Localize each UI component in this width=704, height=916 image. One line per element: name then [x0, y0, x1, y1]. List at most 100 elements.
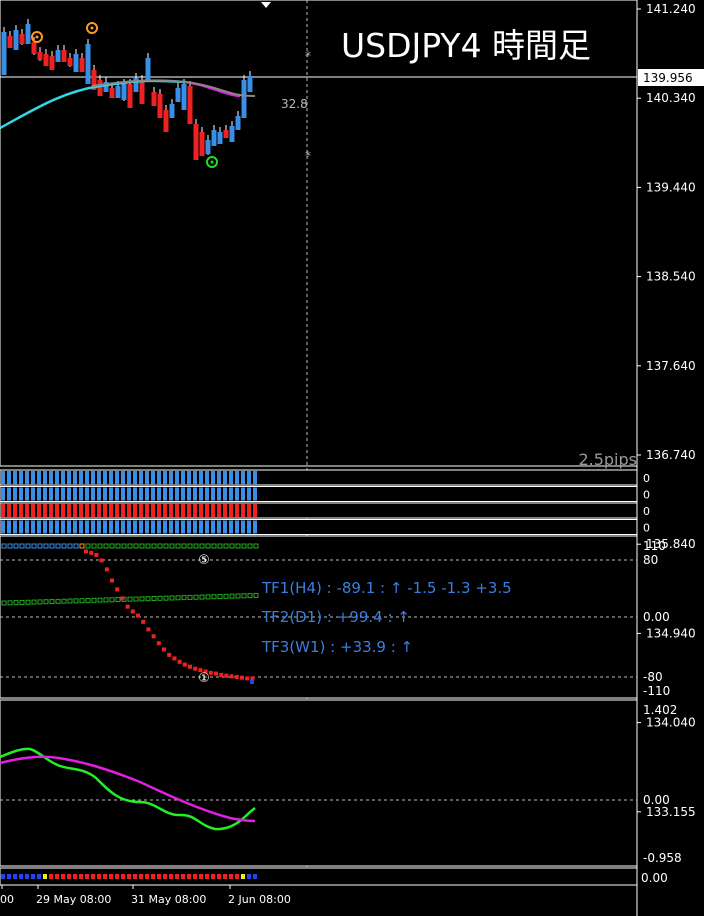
chart-title: USDJPY4 時間足	[341, 26, 591, 65]
strength-row-value: 0	[643, 505, 650, 518]
osc-axis-label: 110	[643, 539, 666, 553]
strength-bar	[19, 471, 23, 484]
strength-bar	[181, 520, 185, 534]
strength-bar	[55, 504, 59, 517]
candle-body	[43, 54, 49, 66]
strip-block	[37, 874, 41, 879]
osc-upper-marker	[61, 543, 67, 549]
strength-bar	[7, 520, 11, 534]
strength-bar	[61, 504, 65, 517]
osc-axis-label: -80	[643, 670, 663, 684]
strength-bar	[103, 504, 107, 517]
osc-red-dot	[89, 550, 94, 555]
osc-upper-marker	[217, 543, 223, 549]
strength-bar	[235, 504, 239, 517]
tf2-readout: TF2(D1) : +99.4 : ↑	[261, 608, 410, 626]
strength-bar	[145, 504, 149, 517]
price-tick-label: 140.340	[646, 91, 696, 105]
strength-row-value: 0	[643, 522, 650, 535]
strength-bar	[37, 520, 41, 534]
time-axis-label: 29 May 08:00	[36, 893, 111, 906]
macd-green-line	[0, 747, 256, 831]
price-panel[interactable]	[0, 0, 638, 467]
strip-block	[133, 874, 137, 879]
strip-block	[31, 874, 35, 879]
osc-mid-marker	[163, 595, 169, 601]
strip-block	[193, 874, 197, 879]
strength-bar	[181, 487, 185, 501]
osc-red-dot	[193, 666, 198, 671]
strength-bar	[241, 471, 245, 484]
osc-red-dot	[203, 669, 208, 674]
macd-axis-label: 0.00	[643, 793, 670, 807]
bottom-strip-panel[interactable]	[0, 867, 638, 886]
candle-body	[91, 70, 97, 90]
osc-red-dot	[156, 641, 161, 646]
strip-block	[19, 874, 23, 879]
strip-block	[61, 874, 65, 879]
candle-body	[103, 82, 109, 92]
osc-red-dot	[136, 613, 140, 618]
osc-upper-marker	[79, 543, 85, 549]
strength-bar	[145, 487, 149, 501]
strength-bar	[19, 487, 23, 501]
osc-mid-marker	[181, 595, 187, 601]
strip-block	[187, 874, 191, 879]
pip-label: 2.5pips	[578, 450, 637, 469]
strip-block	[145, 874, 149, 879]
osc-mid-marker	[79, 598, 85, 604]
osc-red-dot	[167, 652, 172, 657]
time-axis-label: 2 Jun 08:00	[228, 893, 291, 906]
strength-bar	[1, 504, 5, 517]
strength-bar	[19, 504, 23, 517]
strength-bar	[151, 520, 155, 534]
strength-bar	[49, 520, 53, 534]
strength-bar	[121, 504, 125, 517]
scroll-marker-icon[interactable]	[261, 2, 271, 8]
strength-bar	[67, 471, 71, 484]
osc-red-dot	[99, 558, 104, 563]
strength-bar	[115, 487, 119, 501]
osc-upper-marker	[1, 543, 7, 549]
strength-bar	[73, 487, 77, 501]
strength-bar	[169, 504, 173, 517]
osc-red-dot	[146, 627, 151, 632]
osc-upper-marker	[55, 543, 61, 549]
osc-upper-marker	[19, 543, 25, 549]
osc-upper-marker	[31, 543, 37, 549]
oscillator-series	[1, 543, 259, 684]
strength-bar	[121, 487, 125, 501]
strength-bar	[157, 520, 161, 534]
strip-block	[163, 874, 167, 879]
price-tick-label: 138.540	[646, 270, 696, 284]
osc-mid-marker	[37, 599, 43, 605]
strength-bar	[7, 471, 11, 484]
strip-block	[67, 874, 71, 879]
osc-upper-marker	[211, 543, 217, 549]
strength-row	[0, 502, 638, 519]
strength-bar	[229, 471, 233, 484]
strength-bar	[223, 471, 227, 484]
strength-bar	[49, 504, 53, 517]
strength-bar	[163, 471, 167, 484]
strength-bar	[241, 504, 245, 517]
star-marker-icon: *	[305, 149, 311, 163]
strength-bar	[109, 504, 113, 517]
osc-upper-marker	[157, 543, 163, 549]
osc-upper-marker	[169, 543, 175, 549]
osc-upper-marker	[25, 543, 31, 549]
strength-bar	[61, 520, 65, 534]
strength-bar	[67, 504, 71, 517]
candle-body	[7, 36, 13, 48]
strength-bar	[235, 471, 239, 484]
osc-mid-marker	[241, 593, 247, 599]
strip-block	[97, 874, 101, 879]
osc-mid-marker	[1, 600, 7, 606]
macd-panel[interactable]	[0, 699, 638, 867]
strength-bar	[139, 487, 143, 501]
osc-blue-dot	[250, 680, 254, 684]
time-axis-label: 00	[0, 893, 14, 906]
strength-bars-panel[interactable]: 0 0 0 0	[0, 469, 650, 535]
strength-bar	[115, 471, 119, 484]
